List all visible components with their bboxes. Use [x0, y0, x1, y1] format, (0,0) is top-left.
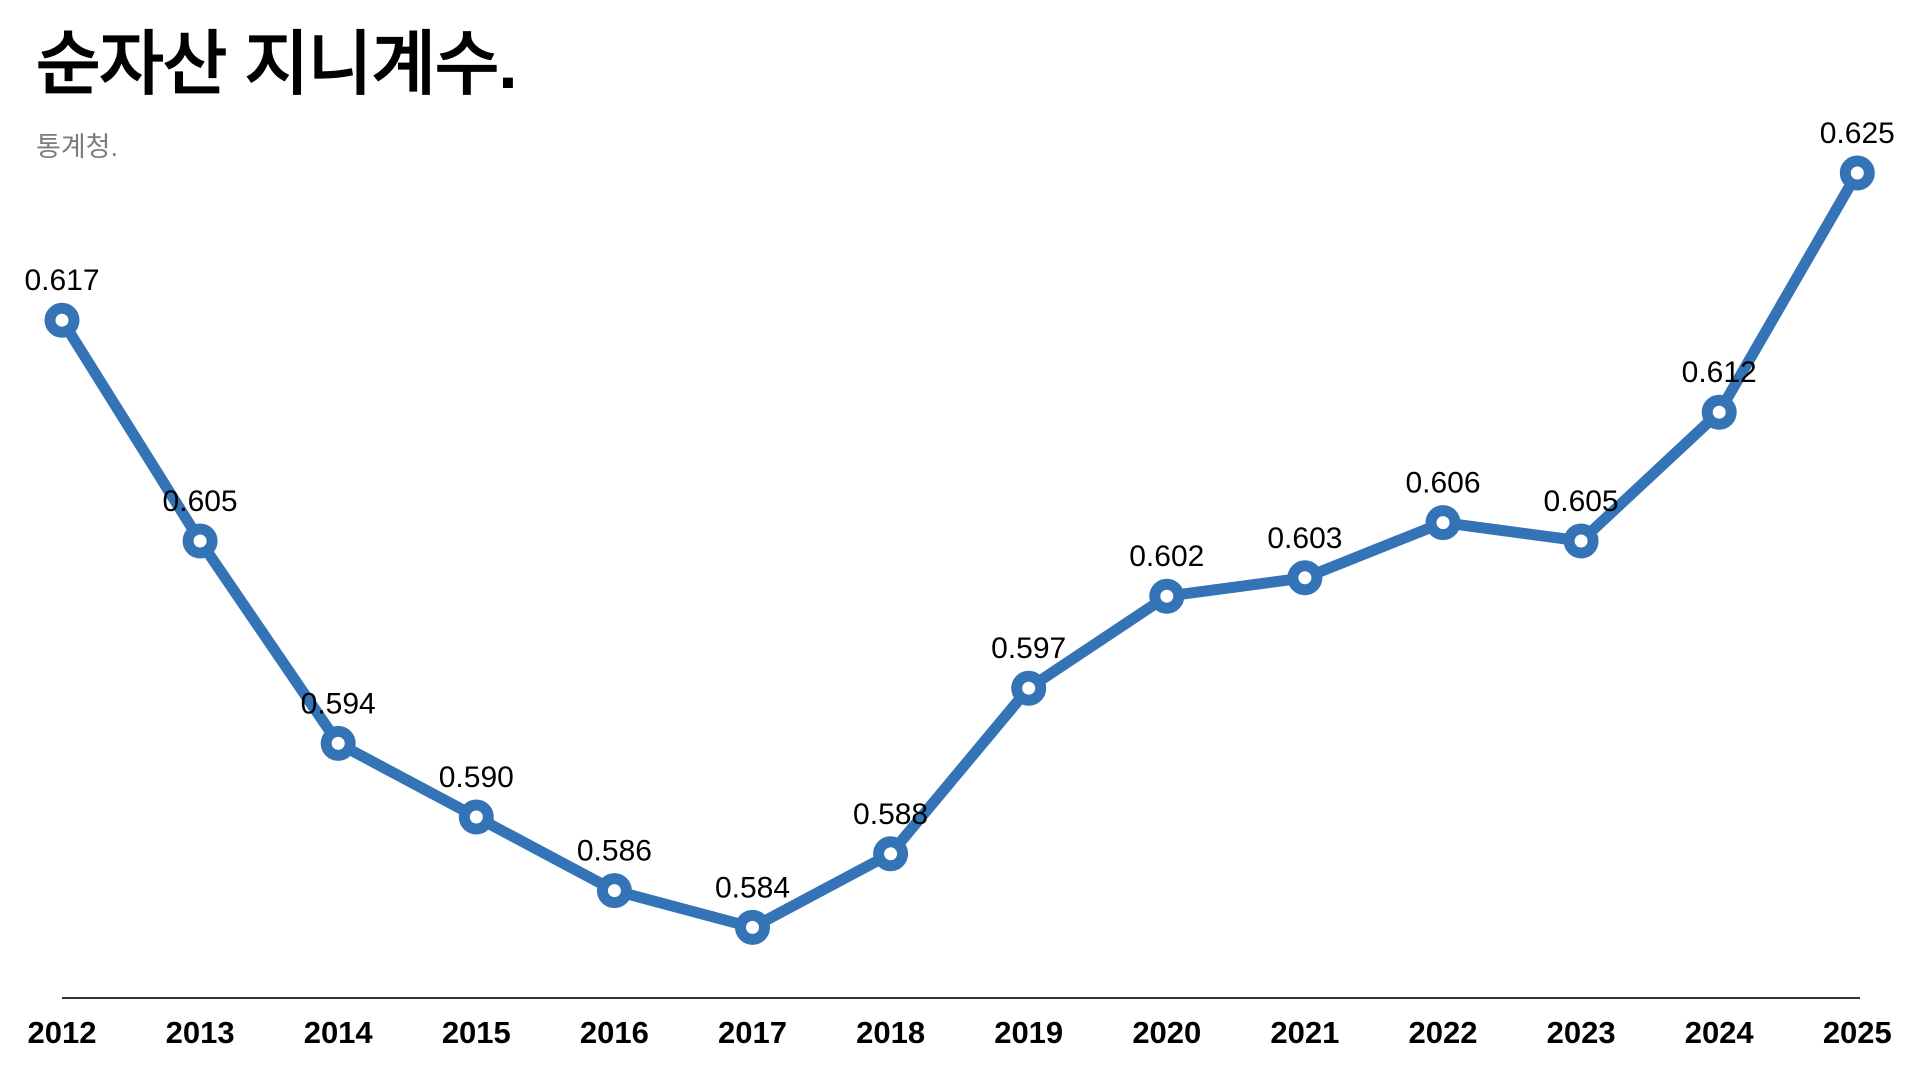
x-axis-tick-label: 2015 — [442, 1015, 511, 1050]
x-axis-tick-label: 2023 — [1547, 1015, 1616, 1050]
value-label: 0.625 — [1820, 117, 1895, 150]
trend-line — [56, 167, 1863, 933]
data-point-marker — [1425, 505, 1461, 541]
data-point-marker — [458, 799, 494, 835]
data-point-marker — [182, 523, 218, 559]
x-axis-tick-label: 2024 — [1685, 1015, 1755, 1050]
x-axis-tick-label: 2025 — [1823, 1015, 1892, 1050]
data-point-marker — [44, 302, 80, 338]
x-axis-tick-label: 2018 — [856, 1015, 925, 1050]
x-axis-tick-label: 2014 — [304, 1015, 374, 1050]
x-axis-tick-label: 2017 — [718, 1015, 787, 1050]
value-label: 0.605 — [163, 485, 238, 518]
value-label: 0.606 — [1405, 467, 1480, 500]
data-point-marker — [1149, 578, 1185, 614]
x-axis-tick-label: 2016 — [580, 1015, 649, 1050]
value-label: 0.617 — [24, 264, 99, 297]
x-axis-tick-label: 2022 — [1409, 1015, 1478, 1050]
data-point-marker — [1701, 394, 1737, 430]
data-point-marker — [320, 725, 356, 761]
x-axis-tick-label: 2021 — [1270, 1015, 1339, 1050]
data-point-marker — [1563, 523, 1599, 559]
value-label: 0.603 — [1267, 522, 1342, 555]
value-label: 0.602 — [1129, 540, 1204, 573]
data-point-marker — [596, 873, 632, 909]
value-label: 0.597 — [991, 632, 1066, 665]
value-label: 0.586 — [577, 835, 652, 868]
x-axis-tick-label: 2012 — [28, 1015, 97, 1050]
x-axis-tick-label: 2020 — [1132, 1015, 1201, 1050]
x-axis-tick-label: 2013 — [166, 1015, 235, 1050]
data-point-marker — [873, 836, 909, 872]
chart-source-label: 통계청. — [36, 132, 119, 162]
chart-title: 순자산 지니계수. — [36, 25, 518, 103]
value-label: 0.605 — [1544, 485, 1619, 518]
value-label: 0.594 — [301, 687, 376, 720]
value-label: 0.590 — [439, 761, 514, 794]
value-label: 0.612 — [1682, 356, 1757, 389]
data-point-marker — [1287, 560, 1323, 596]
value-label: 0.584 — [715, 871, 790, 904]
x-axis-tick-label: 2019 — [994, 1015, 1063, 1050]
data-point-marker — [1011, 670, 1047, 706]
value-label: 0.588 — [853, 798, 928, 831]
chart-header: 순자산 지니계수. 통계청. — [36, 25, 518, 164]
data-point-marker — [1839, 155, 1875, 191]
data-point-marker — [735, 909, 770, 945]
